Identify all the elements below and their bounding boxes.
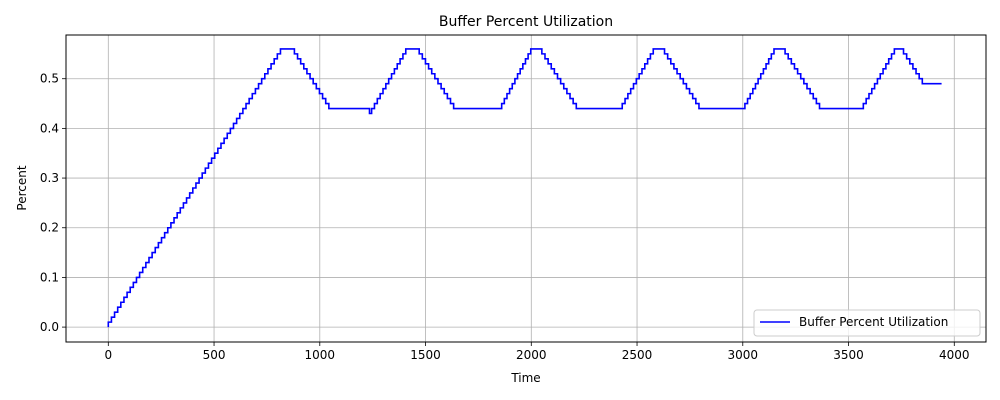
series-layer	[107, 48, 942, 328]
chart-title: Buffer Percent Utilization	[439, 14, 613, 30]
x-axis-label: Time	[510, 371, 540, 385]
y-tick-label: 0.2	[40, 221, 59, 235]
x-tick-label: 2000	[516, 348, 547, 362]
x-tick-label: 3000	[728, 348, 759, 362]
x-tick-label: 1500	[410, 348, 441, 362]
y-axis: 0.0 0.1 0.2 0.3 0.4 0.5	[40, 72, 66, 334]
legend-box	[753, 309, 981, 337]
legend-label: Buffer Percent Utilization	[799, 315, 948, 329]
x-tick-label: 3500	[833, 348, 864, 362]
x-tick-label: 0	[104, 348, 112, 362]
x-tick-label: 500	[203, 348, 226, 362]
legend: Buffer Percent Utilization	[753, 309, 981, 337]
series-line	[107, 48, 942, 328]
y-tick-label: 0.3	[40, 171, 59, 185]
x-tick-label: 4000	[939, 348, 970, 362]
x-axis: 0 500 1000 1500 2000 2500 3000 3500 4000	[104, 342, 970, 362]
y-tick-label: 0.5	[40, 72, 59, 86]
plot-frame	[65, 34, 987, 343]
x-tick-label: 2500	[622, 348, 653, 362]
y-tick-label: 0.4	[40, 121, 59, 135]
y-tick-label: 0.1	[40, 270, 59, 284]
y-tick-label: 0.0	[40, 320, 59, 334]
x-tick-label: 1000	[305, 348, 336, 362]
y-axis-label: Percent	[15, 165, 29, 210]
